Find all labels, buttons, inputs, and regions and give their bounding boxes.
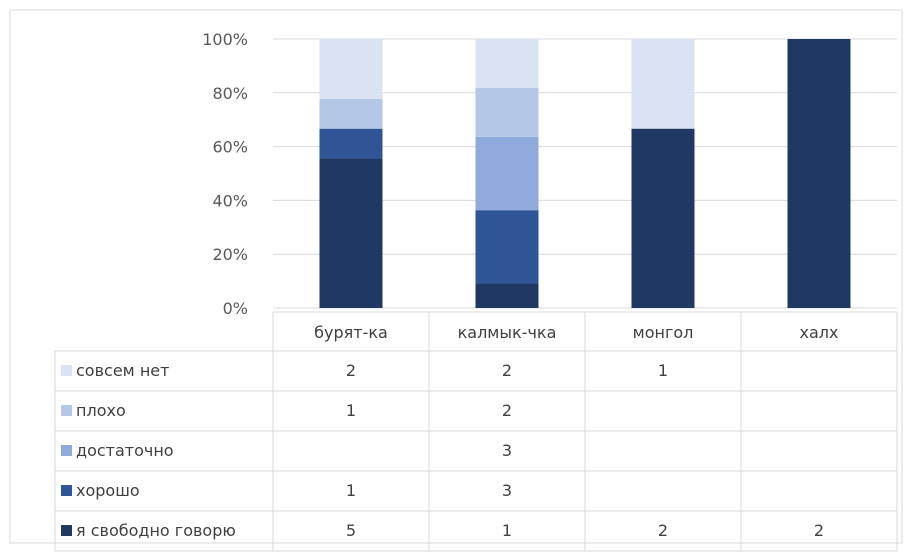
y-axis-ticks: 0% 20% 40% 60% 80% 100%	[202, 30, 248, 318]
chart-border	[9, 9, 903, 544]
legend-swatch	[61, 405, 72, 416]
bar-segment-бурят-ка-плохо	[319, 98, 383, 129]
table-cell-value: 5	[346, 521, 356, 540]
y-tick-label: 80%	[212, 84, 248, 103]
bar-segment-калмык-чка-совсем-нет	[475, 39, 539, 88]
legend-swatch	[61, 365, 72, 376]
table-cell-value: 1	[502, 521, 512, 540]
legend-label-совсем-нет: совсем нет	[76, 361, 169, 380]
table-cell-value: 1	[658, 361, 668, 380]
bar-segment-калмык-чка-я-свободно-говорю	[475, 283, 539, 308]
bar-segment-монгол-я-свободно-говорю	[631, 128, 695, 308]
table-cell-value: 1	[346, 481, 356, 500]
table-cell-value: 2	[346, 361, 356, 380]
table-cell-value: 1	[346, 401, 356, 420]
bars	[319, 39, 851, 308]
y-tick-label: 0%	[223, 299, 248, 318]
table-cell-value: 3	[502, 481, 512, 500]
bar-segment-монгол-совсем-нет	[631, 39, 695, 129]
bar-segment-калмык-чка-плохо	[475, 87, 539, 137]
bar-segment-халх-я-свободно-говорю	[787, 39, 851, 308]
legend-label-я-свободно-говорю: я свободно говорю	[76, 521, 236, 540]
y-tick-label: 40%	[212, 191, 248, 210]
y-tick-label: 20%	[212, 245, 248, 264]
bar-segment-калмык-чка-достаточно	[475, 136, 539, 211]
table-cell-value: 2	[658, 521, 668, 540]
bar-segment-бурят-ка-хорошо	[319, 128, 383, 159]
bar-segment-калмык-чка-хорошо	[475, 210, 539, 284]
legend-label-плохо: плохо	[76, 401, 126, 420]
data-table: бурят-ка калмык-чка монгол халх совсем нет 2 2…	[54, 311, 898, 552]
bar-segment-бурят-ка-совсем-нет	[319, 39, 383, 99]
y-tick-label: 60%	[212, 138, 248, 157]
table-cell-value: 2	[502, 401, 512, 420]
table-cell-value: 2	[502, 361, 512, 380]
table-cell-value: 3	[502, 441, 512, 460]
category-label-бурят-ка: бурят-ка	[314, 323, 388, 342]
bar-segment-бурят-ка-я-свободно-говорю	[319, 158, 383, 308]
category-label-калмык-чка: калмык-чка	[458, 323, 557, 342]
legend-swatch	[61, 525, 72, 536]
legend-label-достаточно: достаточно	[76, 441, 174, 460]
legend-label-хорошо: хорошо	[76, 481, 140, 500]
category-label-халх: халх	[800, 323, 839, 342]
category-label-монгол: монгол	[633, 323, 694, 342]
legend-swatch	[61, 445, 72, 456]
y-tick-label: 100%	[202, 30, 248, 49]
legend-swatch	[61, 485, 72, 496]
table-cell-value: 2	[814, 521, 824, 540]
